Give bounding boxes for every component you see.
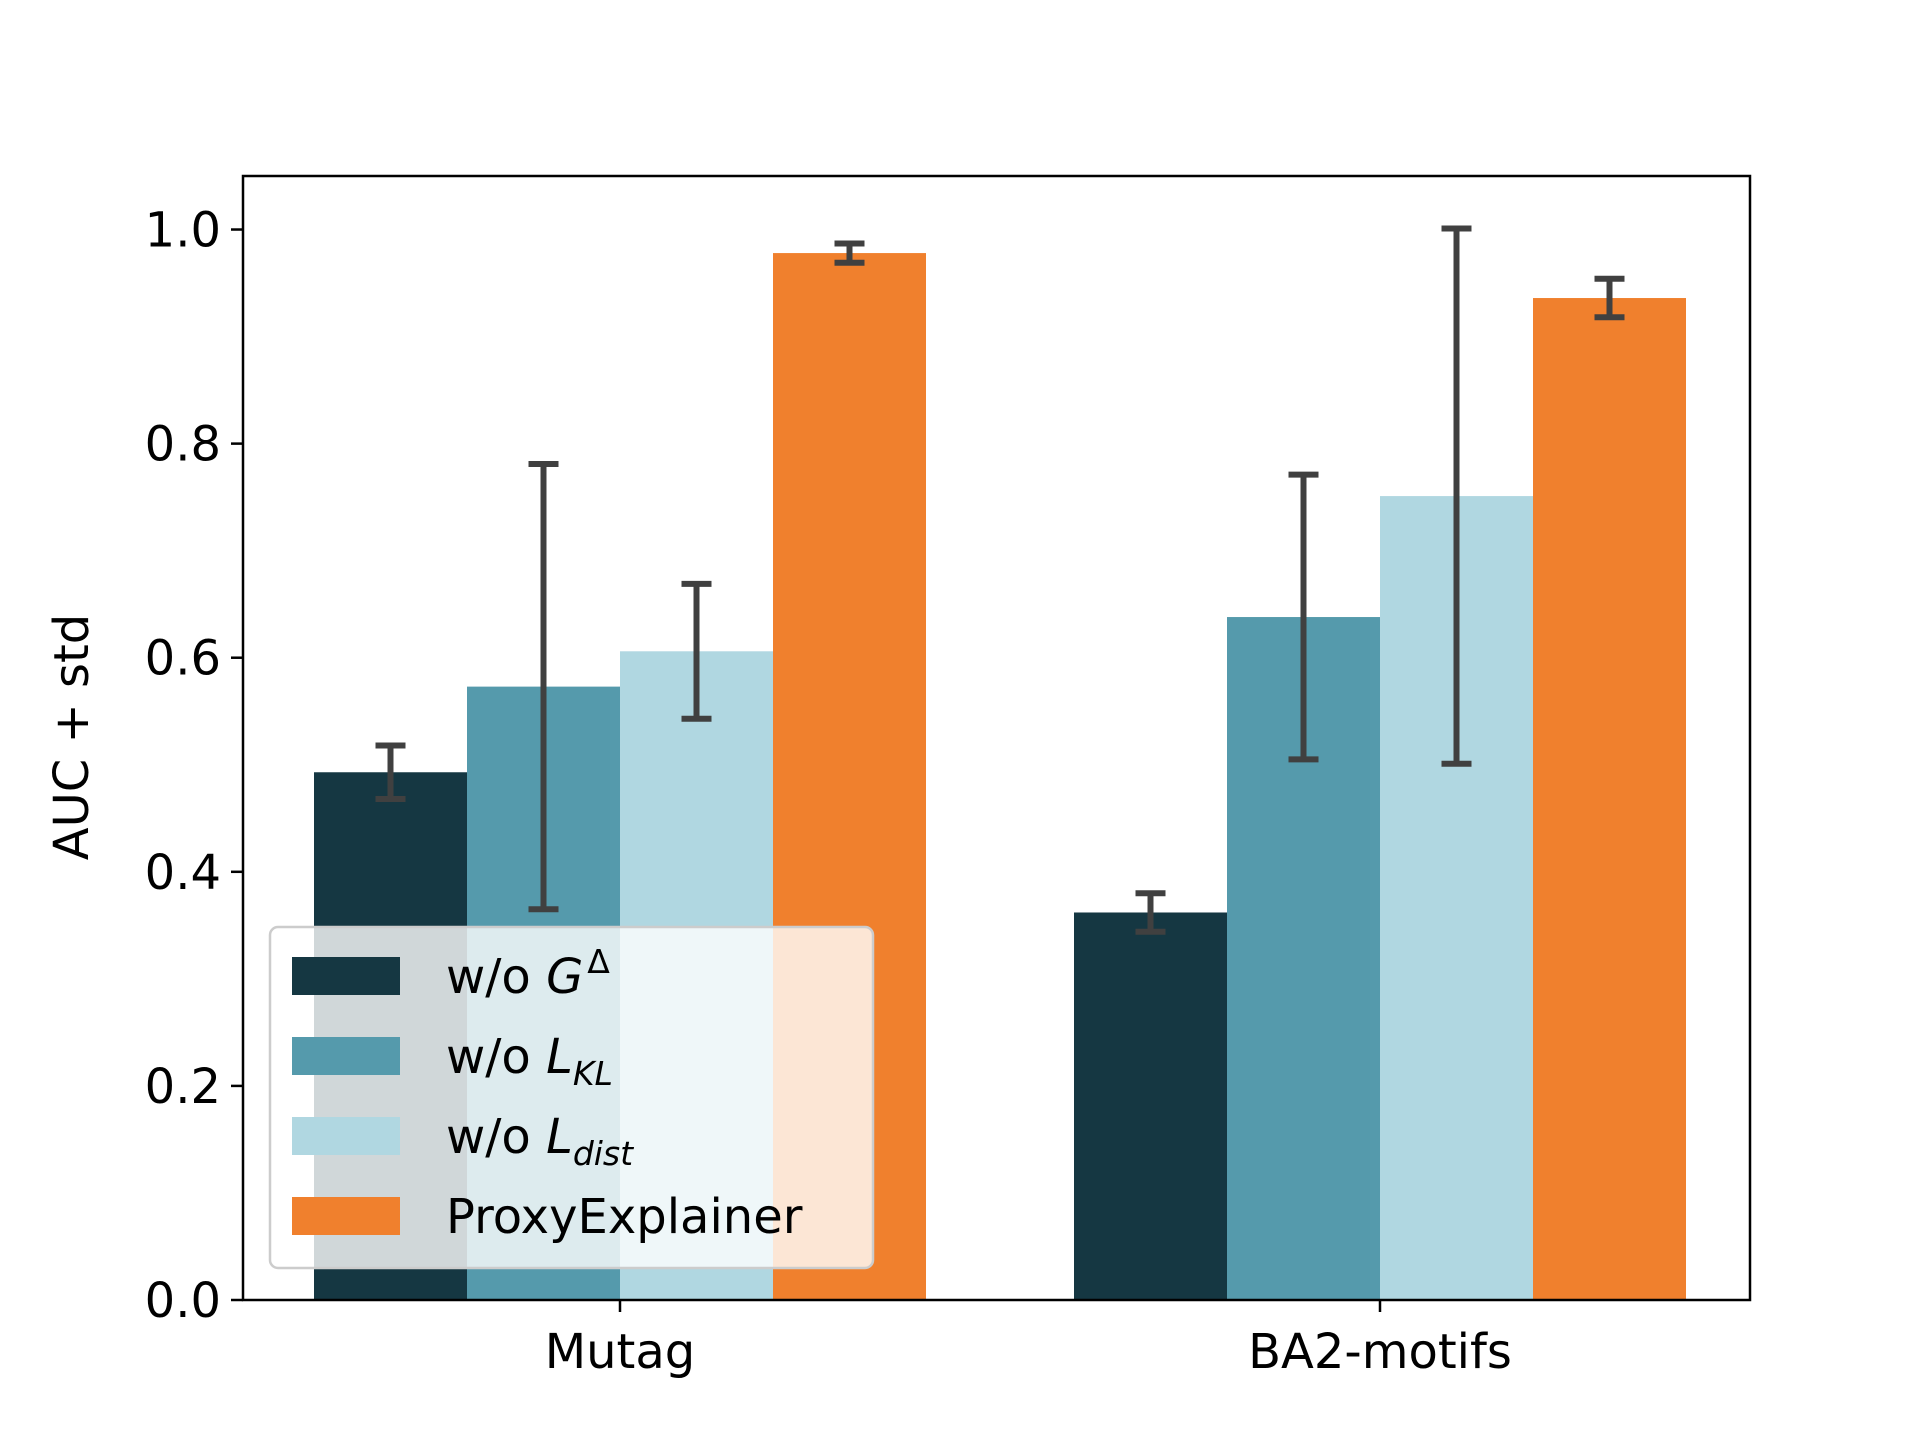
legend-label: w/o LKL [446,1029,613,1093]
legend-item: w/o Ldist [292,1109,634,1173]
error-bar [1441,225,1472,767]
x-tick-label: Mutag [545,1324,696,1380]
legend: w/o G Δ w/o LKL w/o Ldist ProxyExplainer [268,925,875,1270]
axes-layer: 0.0 0.2 0.4 0.6 0.8 1.0 Mutag BA2-motifs [145,174,1752,1380]
legend-swatch [292,1197,400,1235]
legend-box [268,925,875,1270]
error-bar [834,240,865,266]
plot-frame [241,174,1752,1302]
legend-swatch [292,957,400,995]
legend-item: w/o LKL [292,1029,613,1093]
error-bar [1135,890,1166,935]
error-bar [681,580,712,722]
error-bar [528,460,559,913]
error-bar [1288,471,1319,763]
y-tick-label: 0.2 [145,1059,221,1115]
y-tick-label: 1.0 [145,203,221,259]
legend-swatch [292,1117,400,1155]
legend-swatch [292,1037,400,1075]
y-axis-label: AUC + std [44,614,100,861]
errorbars-layer [375,225,1625,935]
error-bar [375,742,406,803]
y-tick-label: 0.0 [145,1273,221,1329]
y-tick-label: 0.6 [145,631,221,687]
legend-label: ProxyExplainer [446,1189,803,1245]
bar [1533,298,1686,1300]
y-tick-label: 0.8 [145,417,221,473]
x-tick-label: BA2-motifs [1248,1324,1512,1380]
error-bar [1594,275,1625,321]
legend-label: w/o Ldist [446,1109,634,1173]
bar [1074,912,1227,1300]
legend-item: ProxyExplainer [292,1189,803,1245]
y-tick-label: 0.4 [145,845,221,901]
